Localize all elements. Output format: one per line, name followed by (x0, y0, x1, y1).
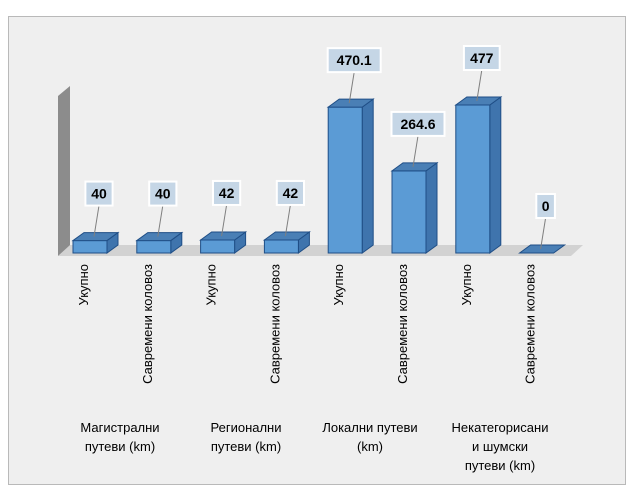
bar-top (135, 232, 184, 242)
bar-7 (518, 244, 567, 254)
value-leader-line (157, 205, 164, 237)
value-label-box (275, 179, 305, 206)
value-label-box (535, 193, 556, 219)
bar-top (199, 231, 248, 241)
group-label: Локални путеви (km) (322, 420, 417, 454)
category-label: Савремени коловоз (523, 264, 538, 384)
value-label-box (390, 110, 446, 137)
bar-top (71, 232, 120, 242)
group-label: Регионални путеви (km) (211, 420, 282, 454)
value-leader-line (221, 204, 228, 237)
value-label: 264.6 (400, 116, 435, 132)
group-label: Магистрални путеви (km) (80, 420, 159, 454)
bar-front (455, 104, 491, 254)
bar-4 (326, 98, 375, 254)
bar-flat (518, 244, 567, 254)
group-label: Некатегорисани и шумски путеви (km) (452, 420, 549, 473)
category-label: Укупно (76, 264, 91, 305)
category-label: Савремени коловоз (267, 264, 282, 384)
value-label-box (212, 179, 242, 206)
value-label-box (326, 47, 382, 74)
value-leader-line (348, 72, 355, 104)
bar-top (326, 98, 375, 108)
bar-front (327, 106, 363, 254)
bar-front (136, 240, 172, 254)
bar-top (390, 162, 439, 172)
category-label: Савремени коловоз (395, 264, 410, 384)
value-label: 42 (283, 185, 299, 201)
bar-front (263, 239, 299, 254)
chart-wall (58, 86, 70, 256)
value-label: 40 (155, 186, 171, 202)
value-label-box (84, 180, 114, 207)
bar-3 (262, 230, 311, 254)
bar-front (200, 239, 236, 254)
bar-side (425, 161, 438, 254)
bar-front (391, 170, 427, 254)
bar-5 (390, 161, 439, 254)
value-label: 0 (542, 198, 550, 214)
category-label: Укупно (204, 264, 219, 305)
value-leader-line (412, 135, 419, 167)
value-label: 42 (219, 185, 235, 201)
value-label-box (148, 180, 178, 207)
chart-floor (58, 245, 583, 256)
value-label: 470.1 (337, 52, 372, 68)
bar-6 (454, 96, 503, 254)
category-label: Укупно (459, 264, 474, 305)
value-leader-line (93, 205, 100, 237)
value-leader-line (284, 204, 291, 237)
value-label-box (462, 45, 501, 71)
bar-top (454, 96, 503, 106)
bar-top (262, 231, 311, 241)
value-label: 40 (91, 186, 107, 202)
category-label: Савремени коловоз (140, 264, 155, 384)
bar-1 (135, 231, 184, 254)
category-label: Укупно (331, 264, 346, 305)
bar-side (361, 98, 374, 254)
bar-2 (199, 230, 248, 254)
value-label: 477 (470, 50, 494, 66)
bar-0 (71, 231, 120, 254)
value-leader-line (540, 217, 547, 250)
value-leader-line (476, 69, 483, 102)
bar-front (72, 240, 108, 254)
bar-side (489, 96, 502, 254)
